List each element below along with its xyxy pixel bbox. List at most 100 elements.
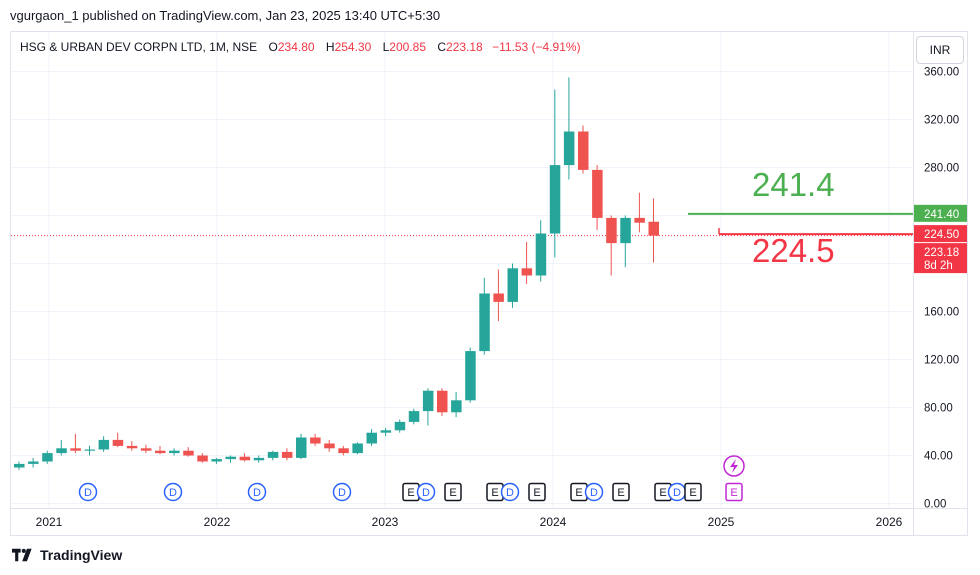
annotation-241: 241.4 bbox=[752, 166, 835, 203]
dividend-marker-label: D bbox=[422, 487, 430, 499]
legend-low-value: 200.85 bbox=[389, 40, 426, 54]
earnings-marker-label: E bbox=[689, 487, 696, 499]
y-tick-label: 0.00 bbox=[924, 499, 946, 511]
dividend-marker-icon bbox=[247, 482, 267, 502]
tradingview-logo[interactable]: TradingView bbox=[12, 547, 122, 563]
y-tick-label: 280.00 bbox=[924, 163, 959, 175]
y-tick-label: 320.00 bbox=[924, 115, 959, 127]
price-label-countdown: 8d 2h bbox=[924, 260, 953, 272]
candle-body bbox=[606, 217, 617, 244]
candle-body bbox=[197, 455, 208, 462]
symbol-legend: HSG & URBAN DEV CORPN LTD, 1M, NSE O234.… bbox=[20, 40, 581, 54]
x-tick-label: 2026 bbox=[876, 515, 903, 529]
candle-body bbox=[479, 293, 490, 352]
candle-body bbox=[56, 448, 67, 454]
candle-body bbox=[112, 439, 124, 446]
legend-low-label: L bbox=[382, 40, 390, 54]
candle-body bbox=[408, 411, 420, 422]
chart-pane[interactable] bbox=[10, 31, 968, 536]
tradingview-logo-icon bbox=[12, 548, 32, 562]
dividend-marker-icon bbox=[332, 482, 352, 502]
dividend-marker-icon bbox=[163, 482, 183, 502]
candle-body bbox=[620, 217, 631, 244]
candle-body bbox=[70, 448, 81, 451]
legend-high-label: H bbox=[325, 40, 335, 54]
earnings-marker-label: E bbox=[730, 487, 737, 499]
dividend-marker-icon bbox=[584, 482, 604, 502]
candle-body bbox=[253, 457, 265, 461]
x-tick-label: 2025 bbox=[708, 515, 735, 529]
dividend-marker-label: D bbox=[253, 487, 261, 499]
price-label-current: 223.18 bbox=[924, 247, 959, 259]
price-label-241-bg bbox=[914, 204, 967, 222]
currency-button[interactable]: INR bbox=[916, 36, 964, 64]
y-tick-label: 80.00 bbox=[924, 403, 953, 415]
candle-body bbox=[352, 443, 363, 454]
candle-body bbox=[281, 451, 293, 458]
candle-body bbox=[14, 463, 25, 468]
candle-body bbox=[366, 432, 377, 444]
earnings-marker-label: E bbox=[491, 487, 498, 499]
candle-body bbox=[437, 390, 448, 413]
candle-body bbox=[169, 450, 180, 454]
candle-body bbox=[493, 293, 504, 302]
dividend-marker-icon bbox=[500, 482, 520, 502]
earnings-marker-icon bbox=[725, 482, 743, 502]
candle-body bbox=[310, 437, 321, 444]
candle-body bbox=[394, 421, 406, 431]
earnings-marker-label: E bbox=[449, 487, 456, 499]
candle-body bbox=[592, 169, 603, 218]
candle-body bbox=[84, 449, 95, 451]
candle-body bbox=[155, 450, 166, 454]
candle-body bbox=[634, 217, 645, 223]
publisher-line: vgurgaon_1 published on TradingView.com,… bbox=[10, 8, 441, 23]
candle-body bbox=[521, 268, 533, 276]
price-label-current-bg bbox=[914, 243, 967, 274]
annotation-224: 224.5 bbox=[752, 232, 835, 269]
candle-body bbox=[28, 461, 39, 464]
lightning-icon bbox=[730, 459, 738, 473]
dividend-marker-icon bbox=[78, 482, 98, 502]
candle-body bbox=[465, 351, 476, 401]
legend-open-value: 234.80 bbox=[277, 40, 315, 54]
candle-body bbox=[239, 456, 251, 461]
candle-body bbox=[126, 445, 138, 449]
price-label-224: 224.50 bbox=[924, 229, 959, 241]
earnings-marker-label: E bbox=[533, 487, 540, 499]
candle-body bbox=[211, 459, 222, 462]
candle-body bbox=[324, 443, 335, 449]
candle-body bbox=[140, 448, 152, 451]
candle-body bbox=[535, 233, 547, 276]
dividend-marker-label: D bbox=[673, 487, 681, 499]
dividend-marker-label: D bbox=[84, 487, 92, 499]
earnings-marker-icon bbox=[444, 482, 462, 502]
candle-body bbox=[338, 448, 349, 454]
y-tick-label: 40.00 bbox=[924, 451, 953, 463]
earnings-marker-label: E bbox=[575, 487, 582, 499]
legend-open-label: O bbox=[268, 40, 278, 54]
legend-symbol[interactable]: HSG & URBAN DEV CORPN LTD, 1M, NSE bbox=[20, 40, 258, 54]
candle-body bbox=[225, 456, 236, 460]
candle-body bbox=[296, 437, 307, 458]
dividend-marker-label: D bbox=[506, 487, 514, 499]
x-tick-label: 2023 bbox=[372, 515, 399, 529]
candle-body bbox=[578, 131, 589, 170]
y-tick-label: 360.00 bbox=[924, 67, 959, 79]
candle-body bbox=[451, 400, 462, 413]
price-label-224-bg bbox=[914, 225, 967, 243]
earnings-marker-icon bbox=[528, 482, 546, 502]
x-tick-label: 2021 bbox=[36, 515, 63, 529]
candle-body bbox=[380, 430, 392, 433]
legend-high-value: 254.30 bbox=[334, 40, 372, 54]
y-tick-label: 160.00 bbox=[924, 307, 959, 319]
candle-body bbox=[422, 390, 434, 412]
candle-body bbox=[648, 221, 659, 236]
earnings-marker-label: E bbox=[659, 487, 666, 499]
earnings-marker-icon bbox=[684, 482, 702, 502]
legend-close-label: C bbox=[437, 40, 447, 54]
footer-brand: TradingView bbox=[40, 547, 123, 563]
y-tick-label: 120.00 bbox=[924, 355, 959, 367]
candle-body bbox=[507, 268, 518, 302]
candle-body bbox=[267, 451, 279, 458]
